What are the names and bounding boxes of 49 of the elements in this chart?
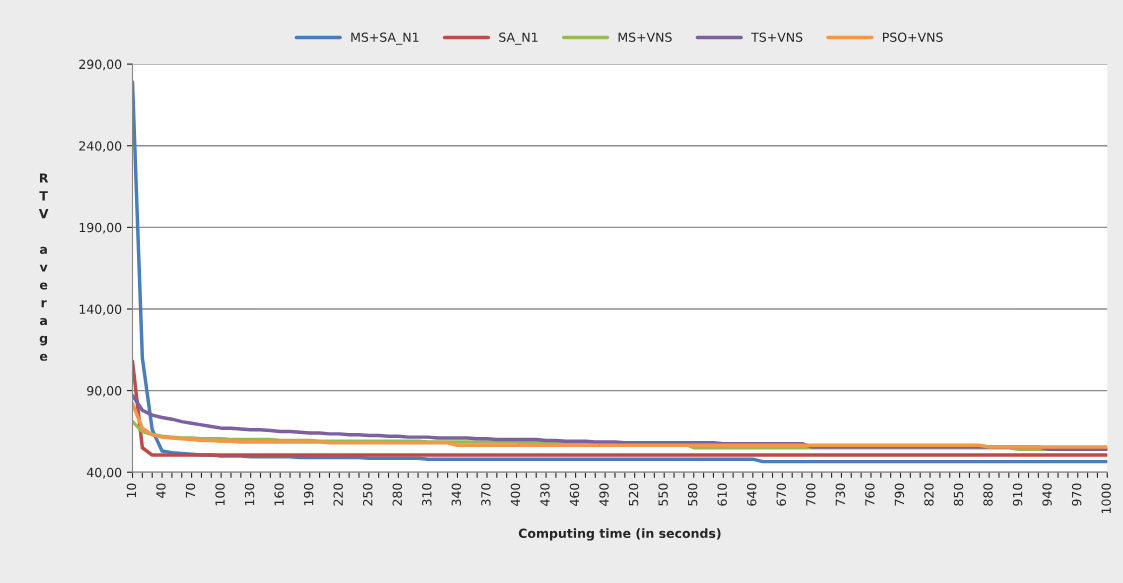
x-tick-label: 970	[1071, 483, 1082, 506]
x-tick-label: 850	[953, 483, 964, 506]
legend-label: TS+VNS	[751, 32, 803, 42]
legend-label: MS+SA_N1	[351, 32, 419, 45]
x-axis-title: Computing time (in seconds)	[518, 528, 721, 541]
x-tick-label: 460	[569, 483, 580, 506]
x-tick-label: 550	[658, 483, 668, 506]
x-tick-label: 280	[392, 483, 402, 506]
text: RTV average	[38, 173, 49, 361]
x-tick-label: 820	[924, 483, 934, 506]
x-tick-label: 610	[717, 483, 727, 506]
legend-label: MS+VNS	[618, 32, 672, 42]
line-series	[132, 401, 1108, 449]
x-tick-label: 400	[510, 483, 521, 506]
x-tick-label: 940	[1042, 483, 1052, 506]
y-tick-label: 190,00	[79, 222, 122, 234]
y-tick-label: 140,00	[79, 304, 122, 316]
x-tick-label: 580	[687, 483, 698, 506]
x-tick-label: 670	[776, 483, 786, 506]
x-tick-label: 250	[362, 483, 373, 506]
x-tick-label: 520	[628, 483, 639, 506]
x-tick-label: 220	[333, 483, 343, 506]
x-tick-label: 310	[422, 483, 432, 506]
x-tick-label: 1000	[1101, 483, 1111, 514]
x-tick-label: 730	[835, 483, 846, 506]
x-tick-label: 190	[303, 483, 314, 506]
legend-label: SA_N1	[499, 32, 538, 45]
x-tick-label: 880	[983, 483, 993, 506]
x-tick-label: 700	[806, 483, 816, 506]
x-tick-label: 640	[746, 483, 757, 506]
y-tick-label: 40,00	[86, 467, 122, 479]
y-tick-label: 290,00	[79, 59, 122, 71]
x-tick-label: 790	[894, 483, 905, 506]
x-tick-label: 130	[244, 483, 255, 506]
x-tick-label: 160	[274, 483, 284, 506]
x-tick-label: 370	[481, 483, 491, 506]
x-tick-label: 100	[215, 483, 225, 506]
x-tick-label: 340	[451, 483, 462, 506]
x-tick-label: 40	[156, 483, 166, 498]
y-tick-label: 240,00	[79, 141, 122, 152]
y-tick-label: 90,00	[87, 386, 122, 397]
x-tick-label: 10	[126, 483, 137, 498]
x-tick-label: 910	[1012, 483, 1023, 506]
legend-label: PSO+VNS	[883, 32, 943, 42]
line-series	[132, 80, 1108, 464]
x-tick-label: 430	[540, 483, 550, 506]
x-tick-label: 760	[865, 483, 875, 506]
x-tick-label: 490	[599, 483, 609, 506]
x-tick-label: 70	[185, 483, 196, 498]
